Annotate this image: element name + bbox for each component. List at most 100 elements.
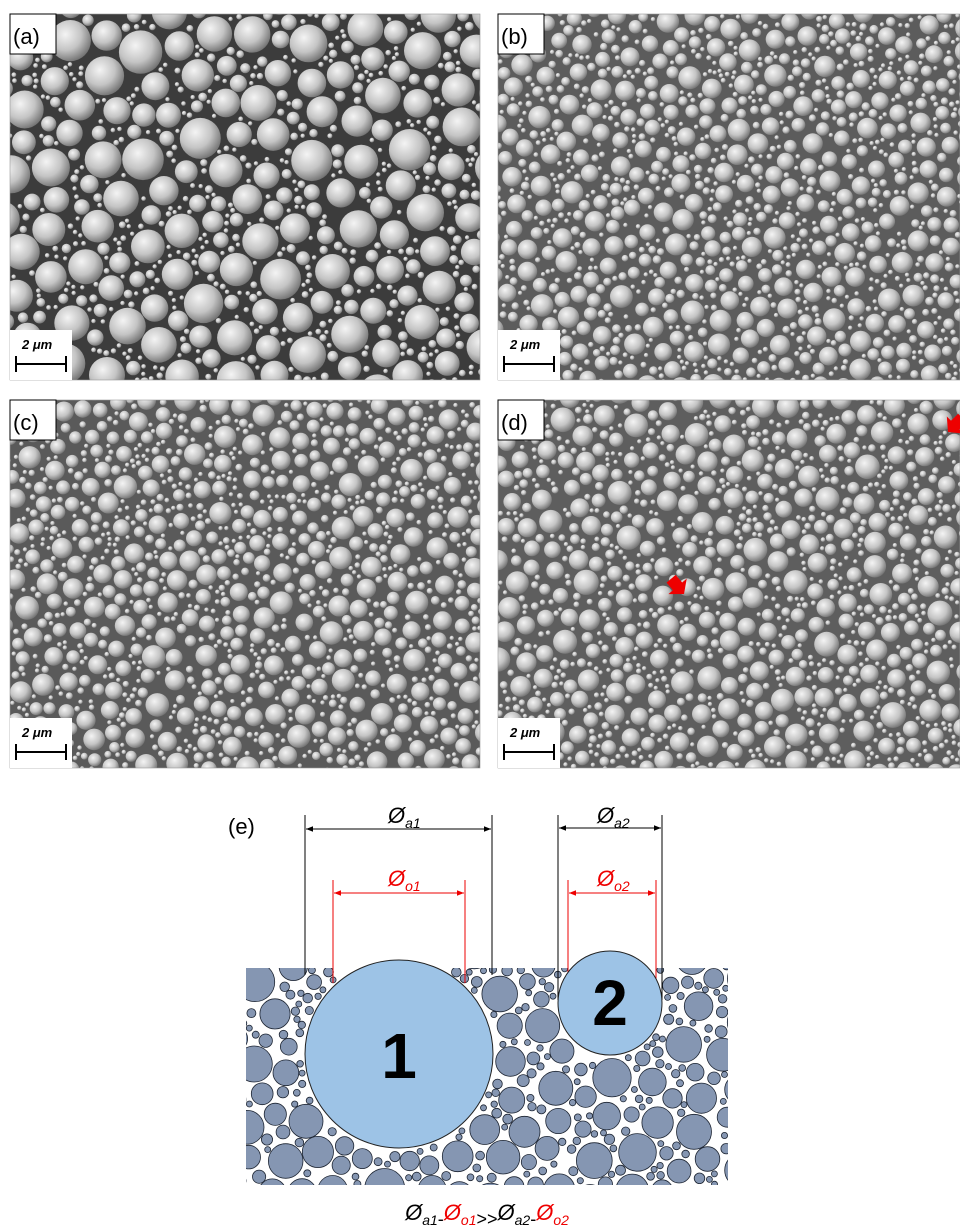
particle bbox=[937, 492, 943, 498]
particle bbox=[81, 753, 88, 760]
particle bbox=[840, 728, 845, 733]
particle bbox=[895, 172, 908, 185]
particle bbox=[560, 388, 580, 408]
particle bbox=[469, 663, 478, 672]
particle bbox=[137, 391, 156, 410]
particle bbox=[107, 416, 113, 422]
particle bbox=[13, 463, 17, 467]
particle bbox=[54, 305, 58, 309]
particle bbox=[801, 58, 811, 68]
particle bbox=[29, 470, 35, 476]
particle bbox=[406, 512, 415, 521]
particle bbox=[864, 555, 886, 577]
particle bbox=[921, 205, 933, 217]
particle bbox=[764, 463, 773, 472]
particle bbox=[175, 727, 182, 734]
particle bbox=[430, 738, 435, 743]
particle bbox=[370, 650, 375, 655]
particle bbox=[385, 50, 391, 56]
particle bbox=[80, 421, 86, 427]
particle bbox=[486, 65, 492, 71]
particle bbox=[329, 699, 337, 707]
particle bbox=[642, 651, 648, 657]
particle bbox=[602, 722, 610, 730]
particle bbox=[134, 526, 145, 537]
particle bbox=[676, 325, 681, 330]
particle bbox=[141, 431, 153, 443]
particle bbox=[720, 232, 732, 244]
particle bbox=[860, 589, 869, 598]
particle bbox=[951, 112, 957, 118]
particle bbox=[934, 41, 938, 45]
particle bbox=[85, 0, 91, 2]
particle bbox=[456, 333, 460, 337]
particle bbox=[321, 515, 329, 523]
particle bbox=[869, 277, 873, 281]
particle bbox=[746, 700, 754, 708]
particle bbox=[903, 513, 908, 518]
particle bbox=[264, 201, 284, 221]
particle bbox=[98, 275, 124, 301]
particle bbox=[616, 590, 633, 607]
particle bbox=[152, 456, 170, 474]
particle bbox=[273, 563, 292, 582]
particle bbox=[703, 72, 708, 77]
particle-label: 2 bbox=[592, 967, 628, 1039]
particle bbox=[509, 265, 516, 272]
particle bbox=[897, 689, 906, 698]
particle bbox=[592, 465, 609, 482]
particle bbox=[454, 325, 459, 330]
bed-particle bbox=[279, 952, 307, 980]
particle bbox=[126, 535, 130, 539]
particle bbox=[461, 409, 465, 413]
particle bbox=[858, 651, 863, 656]
particle bbox=[518, 385, 523, 390]
particle bbox=[171, 616, 176, 621]
particle bbox=[187, 25, 194, 32]
particle bbox=[89, 766, 94, 771]
particle bbox=[369, 612, 374, 617]
particle bbox=[837, 117, 847, 127]
particle bbox=[383, 369, 388, 374]
particle bbox=[474, 658, 478, 662]
particle bbox=[85, 56, 124, 95]
particle bbox=[117, 775, 121, 779]
particle bbox=[101, 556, 105, 560]
particle bbox=[741, 423, 747, 429]
particle bbox=[546, 86, 553, 93]
particle bbox=[766, 30, 785, 49]
particle bbox=[764, 227, 786, 249]
particle bbox=[795, 597, 799, 601]
particle bbox=[500, 681, 508, 689]
particle bbox=[598, 670, 602, 674]
particle bbox=[812, 221, 816, 225]
particle bbox=[167, 476, 173, 482]
particle bbox=[317, 667, 322, 672]
particle bbox=[405, 305, 440, 340]
particle bbox=[455, 265, 459, 269]
particle bbox=[455, 642, 459, 646]
particle bbox=[552, 487, 559, 494]
particle bbox=[240, 155, 247, 162]
particle bbox=[800, 2, 818, 20]
particle bbox=[106, 532, 110, 536]
particle bbox=[920, 471, 926, 477]
particle bbox=[4, 703, 8, 707]
particle bbox=[116, 678, 120, 682]
particle bbox=[553, 397, 557, 401]
particle bbox=[598, 598, 612, 612]
particle bbox=[14, 388, 20, 394]
bed-particle bbox=[652, 1180, 673, 1201]
particle bbox=[222, 79, 227, 84]
particle bbox=[702, 319, 707, 324]
particle bbox=[797, 222, 801, 226]
bed-particle bbox=[528, 1103, 536, 1111]
particle bbox=[0, 107, 6, 135]
particle bbox=[888, 374, 892, 378]
particle bbox=[943, 727, 948, 732]
panel-label: (b) bbox=[501, 24, 528, 49]
particle bbox=[776, 676, 781, 681]
particle bbox=[467, 583, 483, 599]
particle bbox=[358, 456, 379, 477]
particle bbox=[126, 96, 131, 101]
